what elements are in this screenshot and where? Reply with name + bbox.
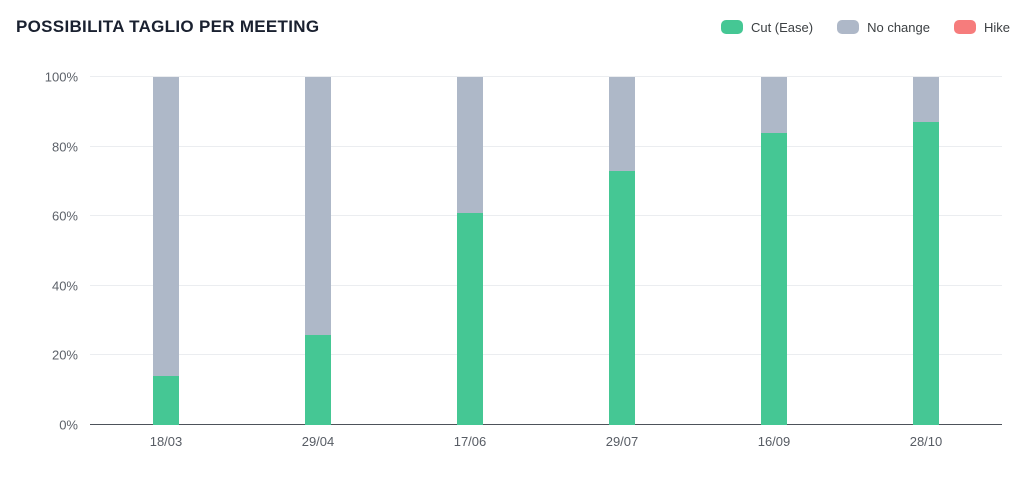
x-tick-label-16-09: 16/09 — [757, 434, 791, 449]
legend-swatch-no-change — [837, 20, 860, 34]
x-tick-label-18-03: 18/03 — [149, 434, 183, 449]
x-tick-label-28-10: 28/10 — [909, 434, 943, 449]
gridline-20 — [90, 354, 1002, 356]
legend-swatch-cut-ease — [720, 20, 743, 34]
legend-swatch-hike — [953, 20, 976, 34]
x-axis-labels: 18/03 29/04 17/06 29/07 16/09 28/10 — [90, 425, 1002, 449]
bars-layer — [90, 77, 1002, 425]
bar-segment-no-change[interactable] — [153, 77, 179, 377]
x-tick-label-17-06: 17/06 — [453, 434, 487, 449]
bar-segment-no-change[interactable] — [609, 77, 635, 171]
bar-slot-17-06 — [394, 77, 546, 425]
bar-16-09[interactable] — [761, 77, 787, 425]
x-tick-label-29-04: 29/04 — [301, 434, 335, 449]
bar-segment-no-change[interactable] — [305, 77, 331, 335]
bar-slot-28-10 — [850, 77, 1002, 425]
bar-29-04[interactable] — [305, 77, 331, 425]
bar-slot-29-04 — [242, 77, 394, 425]
legend-label: No change — [867, 19, 930, 35]
bar-slot-16-09 — [698, 77, 850, 425]
legend-item-no-change[interactable]: No change — [837, 20, 930, 35]
bar-segment-cut-ease[interactable] — [609, 170, 635, 425]
legend-item-hike[interactable]: Hike — [953, 19, 1010, 35]
bar-segment-no-change[interactable] — [913, 77, 939, 123]
chart-header: POSSIBILITA TAGLIO PER MEETING Cut (Ease… — [0, 0, 1024, 40]
bar-29-07[interactable] — [609, 77, 635, 425]
gridline-40 — [90, 284, 1002, 286]
bar-18-03[interactable] — [153, 77, 179, 425]
bar-slot-29-07 — [546, 77, 698, 425]
bar-segment-cut-ease[interactable] — [457, 212, 483, 425]
bar-segment-no-change[interactable] — [761, 77, 787, 133]
bar-chart: 0% 20% 40% 60% 80% 100% — [45, 71, 1002, 432]
y-tick-label-40: 40% — [51, 278, 78, 294]
y-tick-label-60: 60% — [51, 208, 78, 224]
legend-label: Cut (Ease) — [750, 19, 814, 35]
bar-17-06[interactable] — [457, 77, 483, 425]
x-axis-line — [90, 423, 1002, 425]
y-tick-label-0: 0% — [59, 417, 78, 433]
bar-segment-cut-ease[interactable] — [305, 334, 331, 425]
y-tick-label-20: 20% — [51, 347, 78, 363]
bar-slot-18-03 — [90, 77, 242, 425]
y-tick-label-80: 80% — [51, 139, 78, 155]
legend-item-cut-ease[interactable]: Cut (Ease) — [720, 19, 814, 35]
gridline-60 — [90, 215, 1002, 217]
chart-title: POSSIBILITA TAGLIO PER MEETING — [16, 17, 320, 36]
legend: Cut (Ease) No change Hike — [720, 19, 1010, 35]
bar-segment-cut-ease[interactable] — [761, 132, 787, 425]
legend-label: Hike — [983, 19, 1010, 35]
bar-segment-cut-ease[interactable] — [913, 122, 939, 425]
gridline-80 — [90, 145, 1002, 147]
bar-segment-no-change[interactable] — [457, 77, 483, 213]
bar-28-10[interactable] — [913, 77, 939, 425]
gridline-100 — [90, 76, 1002, 77]
x-tick-label-29-07: 29/07 — [605, 434, 639, 449]
bar-segment-cut-ease[interactable] — [153, 376, 179, 425]
y-tick-label-100: 100% — [44, 69, 78, 85]
